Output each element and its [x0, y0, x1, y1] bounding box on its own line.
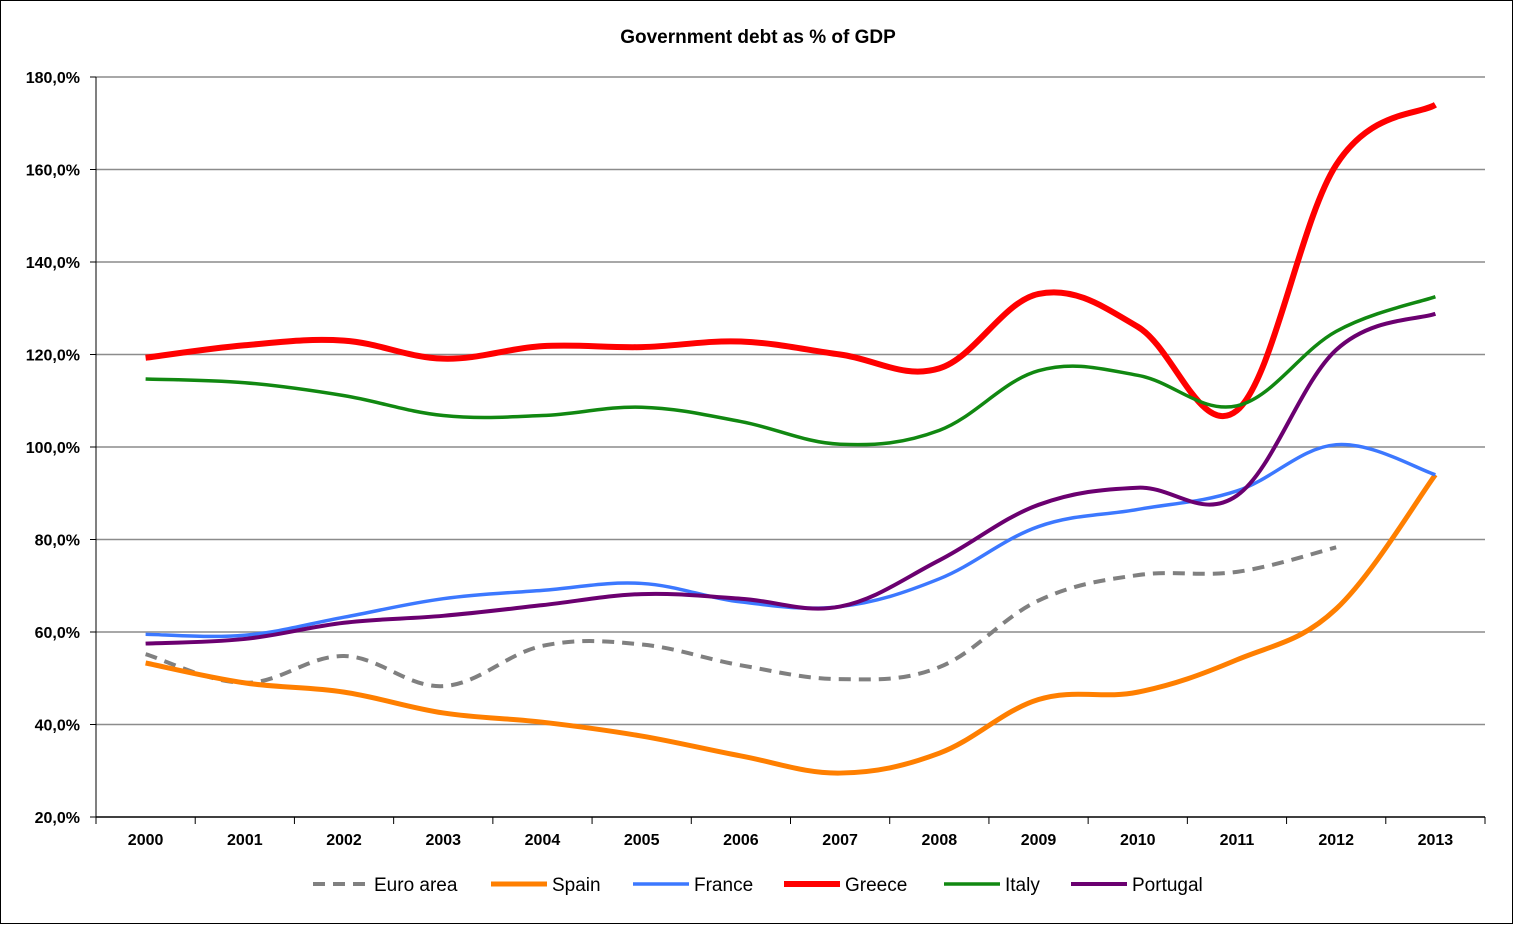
series-line-euro-area — [145, 545, 1337, 689]
x-tick-label: 2006 — [723, 832, 759, 849]
series-line-portugal — [145, 311, 1437, 646]
series-line-spain — [145, 473, 1438, 776]
y-tick-label: 60,0% — [35, 625, 80, 642]
x-tick-label: 2005 — [624, 832, 660, 849]
series-lines — [145, 102, 1438, 776]
x-axis-labels: 2000 2001 2002 2003 2004 2005 2006 2007 2008 2009… — [128, 832, 1453, 849]
chart-title: Government debt as % of GDP — [620, 27, 896, 48]
y-tick-label: 160,0% — [26, 163, 80, 180]
y-tick-label: 40,0% — [35, 718, 80, 735]
x-tick-label: 2003 — [425, 832, 461, 849]
x-tick-label: 2002 — [326, 832, 362, 849]
legend-label: Euro area — [374, 875, 458, 896]
legend-label: Spain — [552, 875, 601, 896]
series-line-greece — [145, 102, 1437, 420]
legend: Euro area Spain France Greece Italy Portugal — [313, 875, 1203, 896]
x-tick-label: 2013 — [1418, 832, 1454, 849]
x-tick-label: 2000 — [128, 832, 164, 849]
y-tick-label: 100,0% — [26, 440, 80, 457]
grid-lines — [90, 76, 1485, 818]
x-tick-label: 2001 — [227, 832, 263, 849]
legend-label: France — [694, 875, 753, 896]
x-tick-label: 2011 — [1220, 832, 1255, 849]
axes — [95, 77, 1486, 824]
y-tick-label: 20,0% — [35, 810, 80, 827]
x-tick-label: 2004 — [525, 832, 561, 849]
x-tick-label: 2008 — [922, 832, 958, 849]
legend-label: Italy — [1005, 875, 1040, 896]
legend-label: Greece — [845, 875, 907, 896]
y-tick-label: 140,0% — [26, 255, 80, 272]
x-tick-label: 2010 — [1120, 832, 1156, 849]
y-axis-labels: 20,0% 40,0% 60,0% 80,0% 100,0% 120,0% 140,0% 16… — [26, 70, 80, 827]
y-tick-label: 120,0% — [26, 348, 80, 365]
y-tick-label: 180,0% — [26, 70, 80, 87]
x-tick-label: 2012 — [1318, 832, 1354, 849]
x-tick-label: 2009 — [1021, 832, 1057, 849]
series-line-italy — [145, 295, 1436, 447]
y-tick-label: 80,0% — [35, 533, 80, 550]
legend-label: Portugal — [1132, 875, 1203, 896]
x-tick-label: 2007 — [822, 832, 858, 849]
